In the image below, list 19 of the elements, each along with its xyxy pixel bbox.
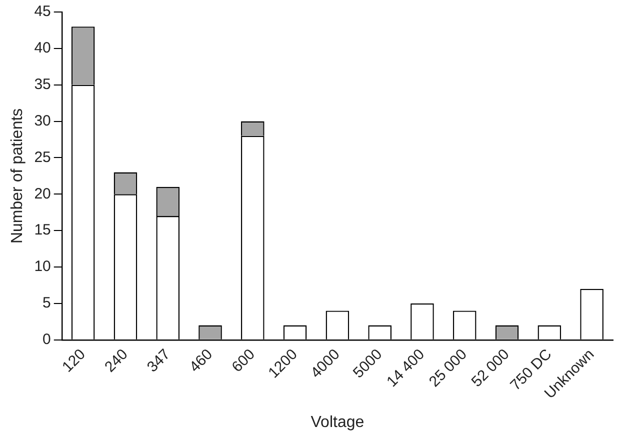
y-tick-label: 5 [42,294,51,312]
y-tick-label: 25 [34,148,51,166]
y-tick-label: 0 [42,330,51,348]
y-tick-label: 45 [34,3,51,20]
x-tick-label: 347 [144,346,174,376]
x-axis-title: Voltage [310,414,364,431]
x-tick-label: 240 [102,346,132,376]
y-tick-label: 40 [34,40,51,57]
y-axis-title: Number of patients [9,108,26,244]
x-tick-label: 600 [228,346,258,376]
y-tick-label: 35 [34,76,51,93]
x-tick-label: 120 [59,346,89,376]
y-tick-label: 20 [34,185,51,202]
y-tick-label: 30 [34,112,51,130]
y-tick-label: 10 [34,258,51,276]
y-tick-label: 15 [34,222,51,239]
x-tick-label: 460 [186,346,216,376]
x-tick-label: 14 400 [384,346,428,390]
x-tick-label: 25 000 [426,346,470,390]
